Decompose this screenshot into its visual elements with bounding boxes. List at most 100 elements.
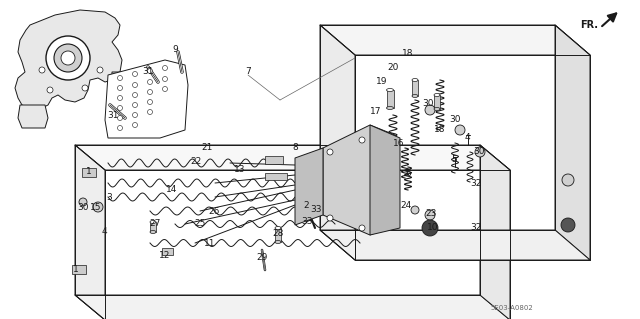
Circle shape (422, 220, 438, 236)
Text: 30: 30 (77, 204, 89, 212)
Circle shape (425, 105, 435, 115)
Text: 9: 9 (172, 46, 178, 55)
Circle shape (147, 100, 152, 105)
Circle shape (411, 206, 419, 214)
Circle shape (425, 210, 435, 220)
Circle shape (54, 44, 82, 72)
Polygon shape (112, 72, 125, 85)
Polygon shape (320, 25, 355, 260)
Text: 16: 16 (393, 138, 404, 147)
Circle shape (147, 79, 152, 85)
Ellipse shape (275, 226, 281, 229)
Circle shape (46, 36, 90, 80)
Polygon shape (320, 25, 590, 55)
Text: 11: 11 (204, 239, 216, 248)
Polygon shape (15, 10, 122, 108)
Text: 21: 21 (202, 144, 212, 152)
Circle shape (118, 95, 122, 100)
Bar (72, 265, 86, 274)
Text: 27: 27 (149, 219, 161, 228)
Text: 19: 19 (376, 77, 388, 85)
Circle shape (561, 218, 575, 232)
Circle shape (163, 65, 168, 70)
Polygon shape (75, 145, 105, 319)
Bar (82, 168, 96, 177)
Text: 14: 14 (166, 186, 178, 195)
Text: 3: 3 (106, 192, 112, 202)
Text: 18: 18 (435, 125, 445, 135)
Polygon shape (323, 125, 395, 235)
Text: 4: 4 (464, 133, 470, 143)
Circle shape (82, 85, 88, 91)
Circle shape (118, 106, 122, 110)
Text: 32: 32 (470, 224, 482, 233)
Polygon shape (105, 60, 188, 138)
Ellipse shape (387, 88, 394, 92)
Text: 4: 4 (101, 227, 107, 236)
Bar (265, 173, 287, 180)
Ellipse shape (150, 231, 156, 234)
Polygon shape (75, 295, 510, 319)
Text: 32: 32 (470, 179, 482, 188)
Text: 10: 10 (428, 224, 439, 233)
Ellipse shape (150, 220, 156, 224)
Text: 25: 25 (195, 219, 205, 228)
Text: 26: 26 (208, 206, 220, 216)
Text: 30: 30 (449, 115, 461, 124)
Bar (275, 228, 281, 242)
Circle shape (455, 125, 465, 135)
Circle shape (132, 83, 138, 87)
Circle shape (97, 67, 103, 73)
Circle shape (327, 149, 333, 155)
Circle shape (132, 102, 138, 108)
Circle shape (79, 198, 87, 206)
Circle shape (132, 71, 138, 77)
Ellipse shape (412, 78, 418, 81)
Text: 7: 7 (245, 68, 251, 77)
Circle shape (359, 137, 365, 143)
Bar (150, 222, 156, 232)
Circle shape (132, 122, 138, 128)
Circle shape (147, 90, 152, 94)
Text: 31: 31 (108, 110, 119, 120)
Ellipse shape (434, 93, 440, 97)
Text: 20: 20 (387, 63, 399, 72)
Bar (434, 95, 440, 109)
Circle shape (61, 51, 75, 65)
Polygon shape (480, 145, 510, 319)
Text: FR.: FR. (580, 20, 598, 30)
Circle shape (132, 113, 138, 117)
Circle shape (132, 93, 138, 98)
Text: 5: 5 (451, 155, 457, 165)
Text: 28: 28 (272, 228, 284, 238)
Circle shape (327, 215, 333, 221)
Circle shape (118, 76, 122, 80)
Text: 22: 22 (190, 158, 202, 167)
Text: 24: 24 (401, 201, 412, 210)
Circle shape (163, 86, 168, 92)
Text: 23: 23 (426, 210, 436, 219)
Text: 30: 30 (473, 147, 484, 157)
Text: 17: 17 (371, 108, 381, 116)
Text: 31: 31 (142, 68, 154, 77)
Bar (387, 90, 394, 108)
Bar (162, 248, 173, 255)
Text: 1: 1 (86, 167, 92, 176)
Text: 18: 18 (403, 48, 413, 57)
Circle shape (147, 109, 152, 115)
Bar (412, 80, 418, 96)
Bar (265, 156, 283, 164)
Text: 30: 30 (422, 99, 434, 108)
Polygon shape (295, 148, 323, 225)
Text: 5E03-A0802: 5E03-A0802 (490, 305, 532, 311)
Ellipse shape (275, 241, 281, 243)
Text: 13: 13 (234, 166, 246, 174)
Text: 6: 6 (405, 168, 411, 177)
Circle shape (93, 202, 103, 212)
Text: 29: 29 (256, 253, 268, 262)
Ellipse shape (434, 108, 440, 110)
Ellipse shape (387, 107, 394, 109)
Circle shape (118, 125, 122, 130)
Text: 15: 15 (90, 204, 102, 212)
Circle shape (562, 174, 574, 186)
